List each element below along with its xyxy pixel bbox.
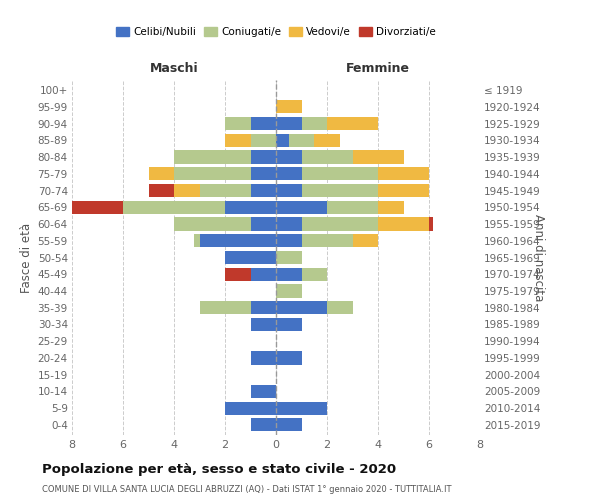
Bar: [276, 352, 302, 364]
Y-axis label: Fasce di età: Fasce di età: [20, 222, 34, 292]
Bar: [251, 385, 276, 398]
Bar: [174, 150, 251, 164]
Bar: [251, 352, 276, 364]
Bar: [276, 100, 302, 114]
Text: COMUNE DI VILLA SANTA LUCIA DEGLI ABRUZZI (AQ) - Dati ISTAT 1° gennaio 2020 - TU: COMUNE DI VILLA SANTA LUCIA DEGLI ABRUZZ…: [42, 485, 452, 494]
Bar: [353, 234, 378, 247]
Bar: [276, 251, 302, 264]
Bar: [225, 200, 276, 214]
Bar: [378, 184, 429, 197]
Bar: [251, 418, 276, 432]
Bar: [251, 318, 276, 331]
Bar: [251, 134, 276, 147]
Bar: [225, 268, 251, 281]
Bar: [251, 218, 276, 230]
Text: Popolazione per età, sesso e stato civile - 2020: Popolazione per età, sesso e stato civil…: [42, 462, 396, 475]
Bar: [276, 268, 302, 281]
Bar: [225, 251, 276, 264]
Bar: [429, 218, 433, 230]
Bar: [302, 184, 378, 197]
Bar: [225, 402, 276, 414]
Bar: [149, 184, 174, 197]
Bar: [302, 150, 353, 164]
Bar: [314, 134, 340, 147]
Bar: [302, 268, 327, 281]
Bar: [199, 301, 251, 314]
Bar: [149, 167, 174, 180]
Bar: [276, 418, 302, 432]
Bar: [225, 117, 251, 130]
Bar: [194, 234, 199, 247]
Bar: [302, 167, 378, 180]
Bar: [378, 167, 429, 180]
Y-axis label: Anni di nascita: Anni di nascita: [532, 214, 545, 301]
Text: Maschi: Maschi: [149, 62, 199, 75]
Bar: [276, 301, 327, 314]
Bar: [378, 200, 404, 214]
Bar: [302, 218, 378, 230]
Bar: [199, 234, 276, 247]
Bar: [276, 402, 327, 414]
Bar: [199, 184, 251, 197]
Bar: [276, 218, 302, 230]
Bar: [276, 200, 327, 214]
Bar: [174, 218, 251, 230]
Bar: [302, 234, 353, 247]
Bar: [251, 268, 276, 281]
Bar: [123, 200, 225, 214]
Bar: [327, 117, 378, 130]
Bar: [251, 150, 276, 164]
Bar: [276, 318, 302, 331]
Bar: [327, 200, 378, 214]
Bar: [276, 184, 302, 197]
Bar: [378, 218, 429, 230]
Bar: [174, 184, 199, 197]
Bar: [251, 184, 276, 197]
Bar: [276, 284, 302, 298]
Bar: [276, 234, 302, 247]
Bar: [251, 117, 276, 130]
Bar: [72, 200, 123, 214]
Text: Femmine: Femmine: [346, 62, 410, 75]
Bar: [327, 301, 353, 314]
Bar: [289, 134, 314, 147]
Bar: [302, 117, 327, 130]
Bar: [276, 117, 302, 130]
Bar: [225, 134, 251, 147]
Bar: [276, 150, 302, 164]
Legend: Celibi/Nubili, Coniugati/e, Vedovi/e, Divorziati/e: Celibi/Nubili, Coniugati/e, Vedovi/e, Di…: [112, 23, 440, 42]
Bar: [276, 167, 302, 180]
Bar: [174, 167, 251, 180]
Bar: [276, 134, 289, 147]
Bar: [251, 301, 276, 314]
Bar: [353, 150, 404, 164]
Bar: [251, 167, 276, 180]
